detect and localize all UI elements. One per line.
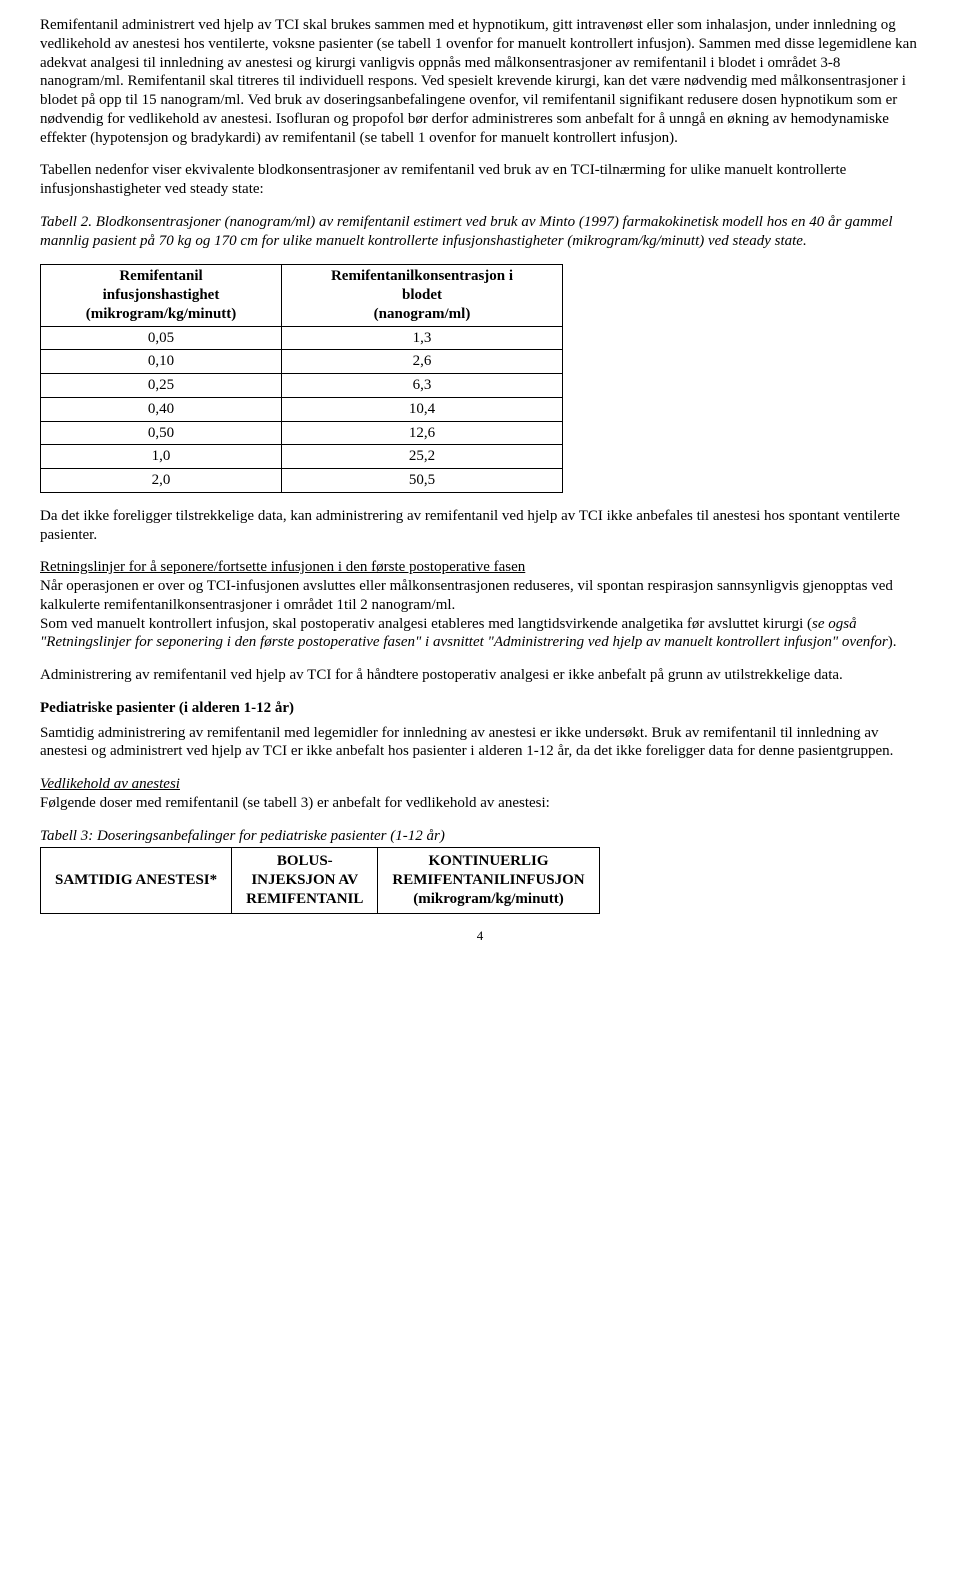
cell: 2,6 xyxy=(282,350,563,374)
th-text: blodet xyxy=(402,287,442,303)
th-text: infusjonshastighet xyxy=(103,287,220,303)
section-1-p2a: Som ved manuelt kontrollert infusjon, sk… xyxy=(40,616,812,632)
cell: 0,05 xyxy=(41,326,282,350)
section-1-p1: Når operasjonen er over og TCI-infusjone… xyxy=(40,578,893,613)
paragraph-2: Tabellen nedenfor viser ekvivalente blod… xyxy=(40,161,920,199)
page-number: 4 xyxy=(40,928,920,944)
th-text: (mikrogram/kg/minutt) xyxy=(86,306,237,322)
table2-header-col0: Remifentanil infusjonshastighet (mikrogr… xyxy=(41,265,282,326)
pediatric-heading: Pediatriske pasienter (i alderen 1-12 år… xyxy=(40,699,920,718)
section-1-p2c: ). xyxy=(888,634,897,650)
cell: 0,40 xyxy=(41,397,282,421)
cell: 0,10 xyxy=(41,350,282,374)
table3-header-col1: BOLUS- INJEKSJON AV REMIFENTANIL xyxy=(232,848,378,913)
table-row: 0,051,3 xyxy=(41,326,563,350)
table-row: 1,025,2 xyxy=(41,445,563,469)
th-text: INJEKSJON AV xyxy=(251,872,358,888)
section-1-title: Retningslinjer for å seponere/fortsette … xyxy=(40,559,525,575)
vedlikehold-block: Vedlikehold av anestesi Følgende doser m… xyxy=(40,775,920,813)
table-row: 0,102,6 xyxy=(41,350,563,374)
th-text: (mikrogram/kg/minutt) xyxy=(413,891,564,907)
cell: 1,0 xyxy=(41,445,282,469)
cell: 0,25 xyxy=(41,374,282,398)
table-row: 0,4010,4 xyxy=(41,397,563,421)
th-text: REMIFENTANILINFUSJON xyxy=(392,872,584,888)
table2-header-col1: Remifentanilkonsentrasjon i blodet (nano… xyxy=(282,265,563,326)
table-row: 2,050,5 xyxy=(41,469,563,493)
table3-header-col2: KONTINUERLIG REMIFENTANILINFUSJON (mikro… xyxy=(378,848,599,913)
table-2: Remifentanil infusjonshastighet (mikrogr… xyxy=(40,264,563,493)
paragraph-4: Administrering av remifentanil ved hjelp… xyxy=(40,666,920,685)
th-text: KONTINUERLIG xyxy=(428,853,548,869)
cell: 25,2 xyxy=(282,445,563,469)
paragraph-1: Remifentanil administrert ved hjelp av T… xyxy=(40,16,920,147)
th-text: Remifentanilkonsentrasjon i xyxy=(331,268,513,284)
table-row: 0,256,3 xyxy=(41,374,563,398)
cell: 2,0 xyxy=(41,469,282,493)
th-text: (nanogram/ml) xyxy=(374,306,471,322)
paragraph-3: Da det ikke foreligger tilstrekkelige da… xyxy=(40,507,920,545)
table-row: 0,5012,6 xyxy=(41,421,563,445)
table3-header-col0: SAMTIDIG ANESTESI* xyxy=(41,848,232,913)
cell: 1,3 xyxy=(282,326,563,350)
th-text: Remifentanil xyxy=(119,268,202,284)
pediatric-p1: Samtidig administrering av remifentanil … xyxy=(40,724,920,762)
cell: 12,6 xyxy=(282,421,563,445)
cell: 6,3 xyxy=(282,374,563,398)
table-3: SAMTIDIG ANESTESI* BOLUS- INJEKSJON AV R… xyxy=(40,847,600,913)
cell: 0,50 xyxy=(41,421,282,445)
vedlikehold-text: Følgende doser med remifentanil (se tabe… xyxy=(40,795,550,811)
th-text: REMIFENTANIL xyxy=(246,891,363,907)
section-1: Retningslinjer for å seponere/fortsette … xyxy=(40,558,920,652)
table2-caption: Tabell 2. Blodkonsentrasjoner (nanogram/… xyxy=(40,213,920,251)
cell: 10,4 xyxy=(282,397,563,421)
cell: 50,5 xyxy=(282,469,563,493)
th-text: BOLUS- xyxy=(277,853,333,869)
vedlikehold-title: Vedlikehold av anestesi xyxy=(40,776,180,792)
table3-caption: Tabell 3: Doseringsanbefalinger for pedi… xyxy=(40,827,920,846)
